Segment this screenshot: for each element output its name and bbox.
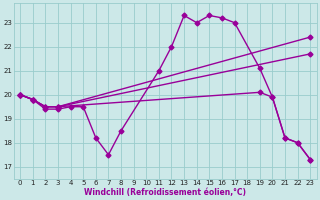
X-axis label: Windchill (Refroidissement éolien,°C): Windchill (Refroidissement éolien,°C) bbox=[84, 188, 246, 197]
